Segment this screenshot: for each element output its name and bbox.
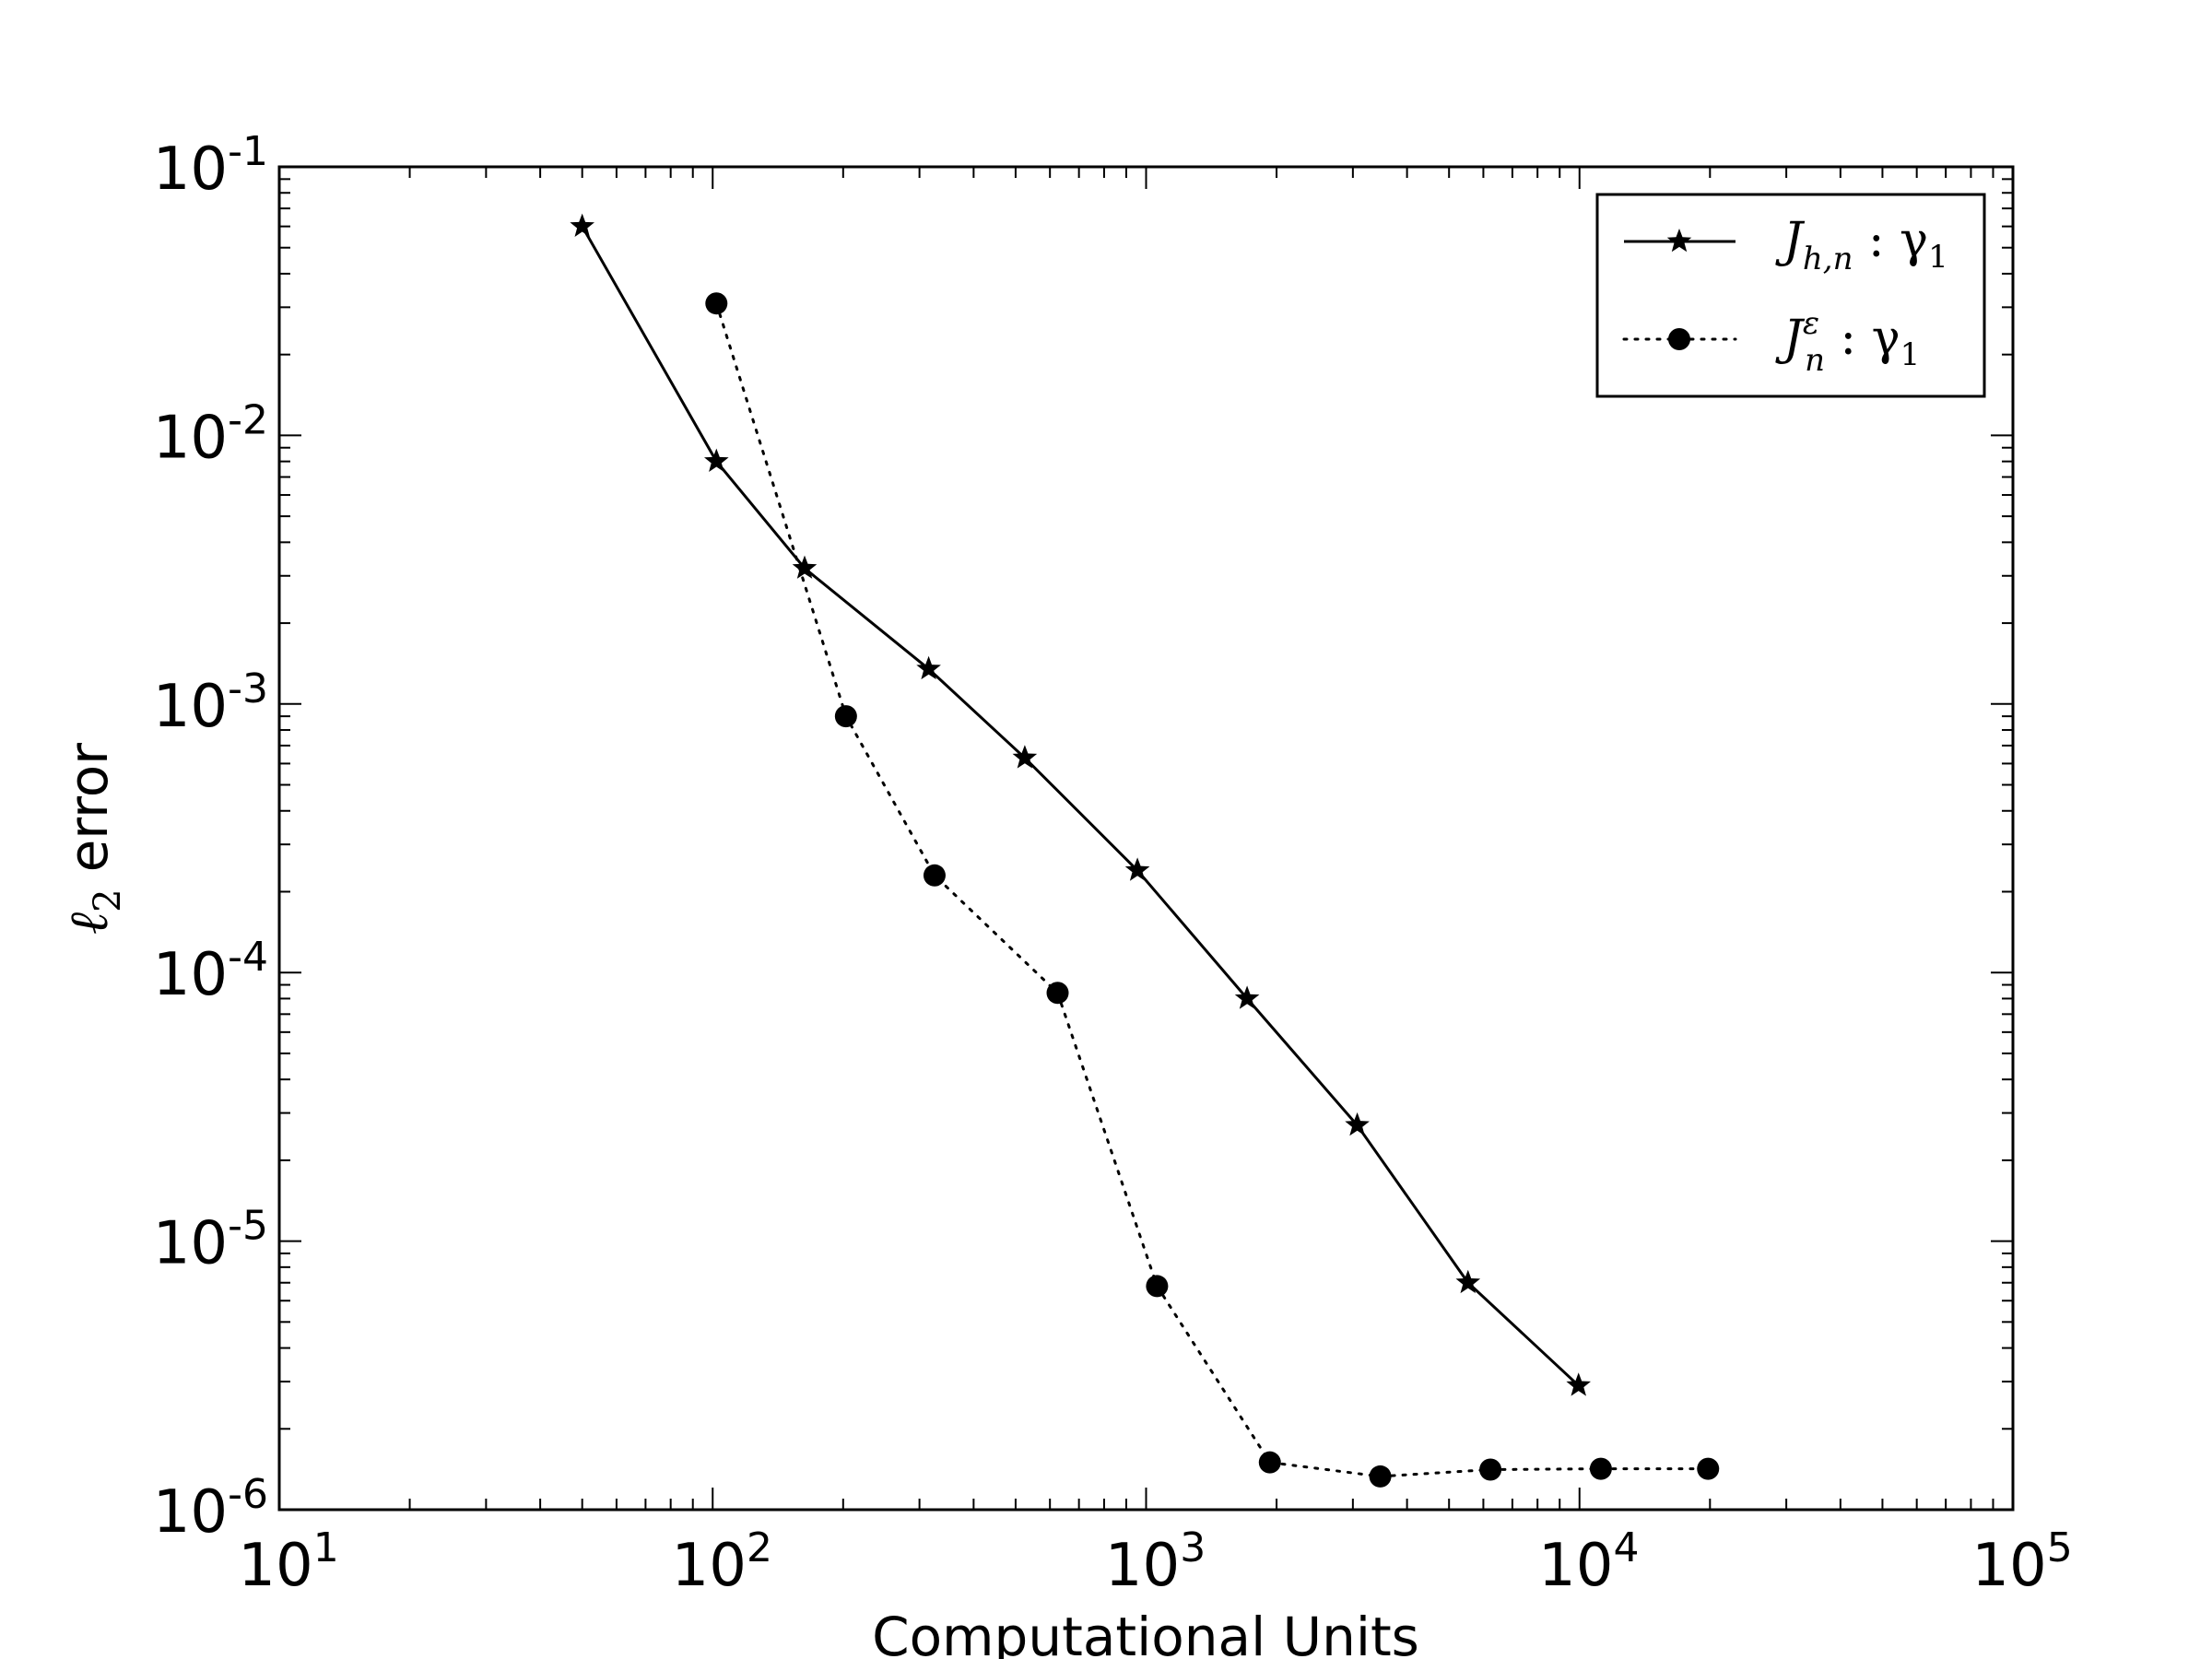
circle-marker	[1479, 1458, 1502, 1481]
legend-box	[1595, 193, 1986, 398]
star-marker	[1345, 1112, 1370, 1136]
tick-label-exponent: -4	[228, 934, 268, 981]
legend-label-rest: : γ	[1825, 311, 1900, 366]
circle-marker	[1146, 1275, 1169, 1298]
y-tick-label: 10-3	[153, 665, 268, 741]
star-marker	[1455, 1269, 1481, 1294]
legend-label: Jh,n : γ1	[1775, 213, 1948, 277]
tick-label-exponent: 4	[1613, 1524, 1639, 1571]
series-layer	[570, 213, 1720, 1488]
x-tick-label: 103	[1105, 1524, 1206, 1600]
circle-marker	[1369, 1465, 1392, 1488]
circle-marker	[1668, 328, 1690, 350]
circle-marker	[705, 292, 728, 315]
tick-label-base: 10	[1105, 1532, 1180, 1600]
tick-label-base: 10	[153, 941, 228, 1009]
circle-marker	[923, 864, 946, 887]
legend-label-rest-sub: 1	[1928, 239, 1948, 276]
legend-label-sup: ε	[1803, 305, 1819, 342]
star-marker	[1566, 1372, 1591, 1396]
circle-marker	[1697, 1457, 1720, 1480]
series-line	[714, 301, 1710, 1478]
tick-label-exponent: 3	[1180, 1524, 1206, 1571]
star-marker	[916, 655, 941, 680]
tick-label-exponent: 5	[2047, 1524, 2073, 1571]
legend-label-sub: n	[1805, 342, 1825, 379]
tick-label-base: 10	[672, 1532, 747, 1600]
tick-label-base: 10	[1971, 1532, 2046, 1600]
tick-label-exponent: 1	[313, 1524, 339, 1571]
star-marker	[570, 213, 594, 237]
legend-label-rest-sub: 1	[1900, 336, 1921, 373]
y-tick-label: 10-1	[153, 128, 268, 204]
tick-label-base: 10	[153, 135, 228, 204]
x-tick-label: 104	[1538, 1524, 1639, 1600]
star-marker	[1234, 985, 1260, 1009]
plot-frame	[277, 165, 2015, 1512]
legend-label-rest: : γ	[1853, 213, 1928, 268]
star-marker	[704, 448, 729, 472]
y-axis-label-symbol: ℓ	[57, 912, 120, 935]
tick-label-exponent: -2	[228, 396, 268, 443]
axis-ticks	[278, 166, 2014, 1511]
star-marker	[1124, 857, 1150, 881]
tick-label-base: 10	[153, 1210, 228, 1278]
x-tick-label: 101	[238, 1524, 338, 1600]
x-tick-label: 102	[672, 1524, 772, 1600]
series-2	[705, 292, 1720, 1488]
tick-label-exponent: -3	[228, 665, 268, 712]
circle-marker	[1258, 1451, 1281, 1474]
series-line	[581, 225, 1580, 1387]
star-marker	[1012, 745, 1038, 769]
legend-label-sub: h,n	[1803, 241, 1853, 277]
y-axis-label: ℓ2 error	[57, 743, 129, 935]
tick-label-base: 10	[153, 1478, 228, 1547]
tick-label-exponent: -6	[228, 1471, 268, 1518]
y-tick-label: 10-2	[153, 396, 268, 472]
tick-label-base: 10	[153, 673, 228, 741]
star-marker	[792, 555, 818, 579]
tick-label-base: 10	[1538, 1532, 1613, 1600]
tick-label-exponent: -1	[228, 128, 268, 175]
x-tick-label: 105	[1971, 1524, 2072, 1600]
series-1	[570, 213, 1591, 1396]
circle-marker	[834, 705, 857, 728]
y-tick-label: 10-5	[153, 1203, 268, 1278]
tick-label-exponent: -5	[228, 1203, 268, 1250]
circle-marker	[1589, 1457, 1612, 1480]
y-tick-label: 10-4	[153, 934, 268, 1009]
circle-marker	[1046, 982, 1069, 1005]
tick-label-base: 10	[238, 1532, 312, 1600]
star-marker	[1666, 229, 1692, 253]
y-axis-label-text: error	[57, 743, 120, 873]
y-tick-label: 10-6	[153, 1471, 268, 1547]
tick-label-exponent: 2	[747, 1524, 772, 1571]
y-axis-label-subscript: 2	[87, 888, 129, 912]
tick-label-base: 10	[153, 404, 228, 472]
x-axis-label: Computational Units	[872, 1606, 1419, 1659]
